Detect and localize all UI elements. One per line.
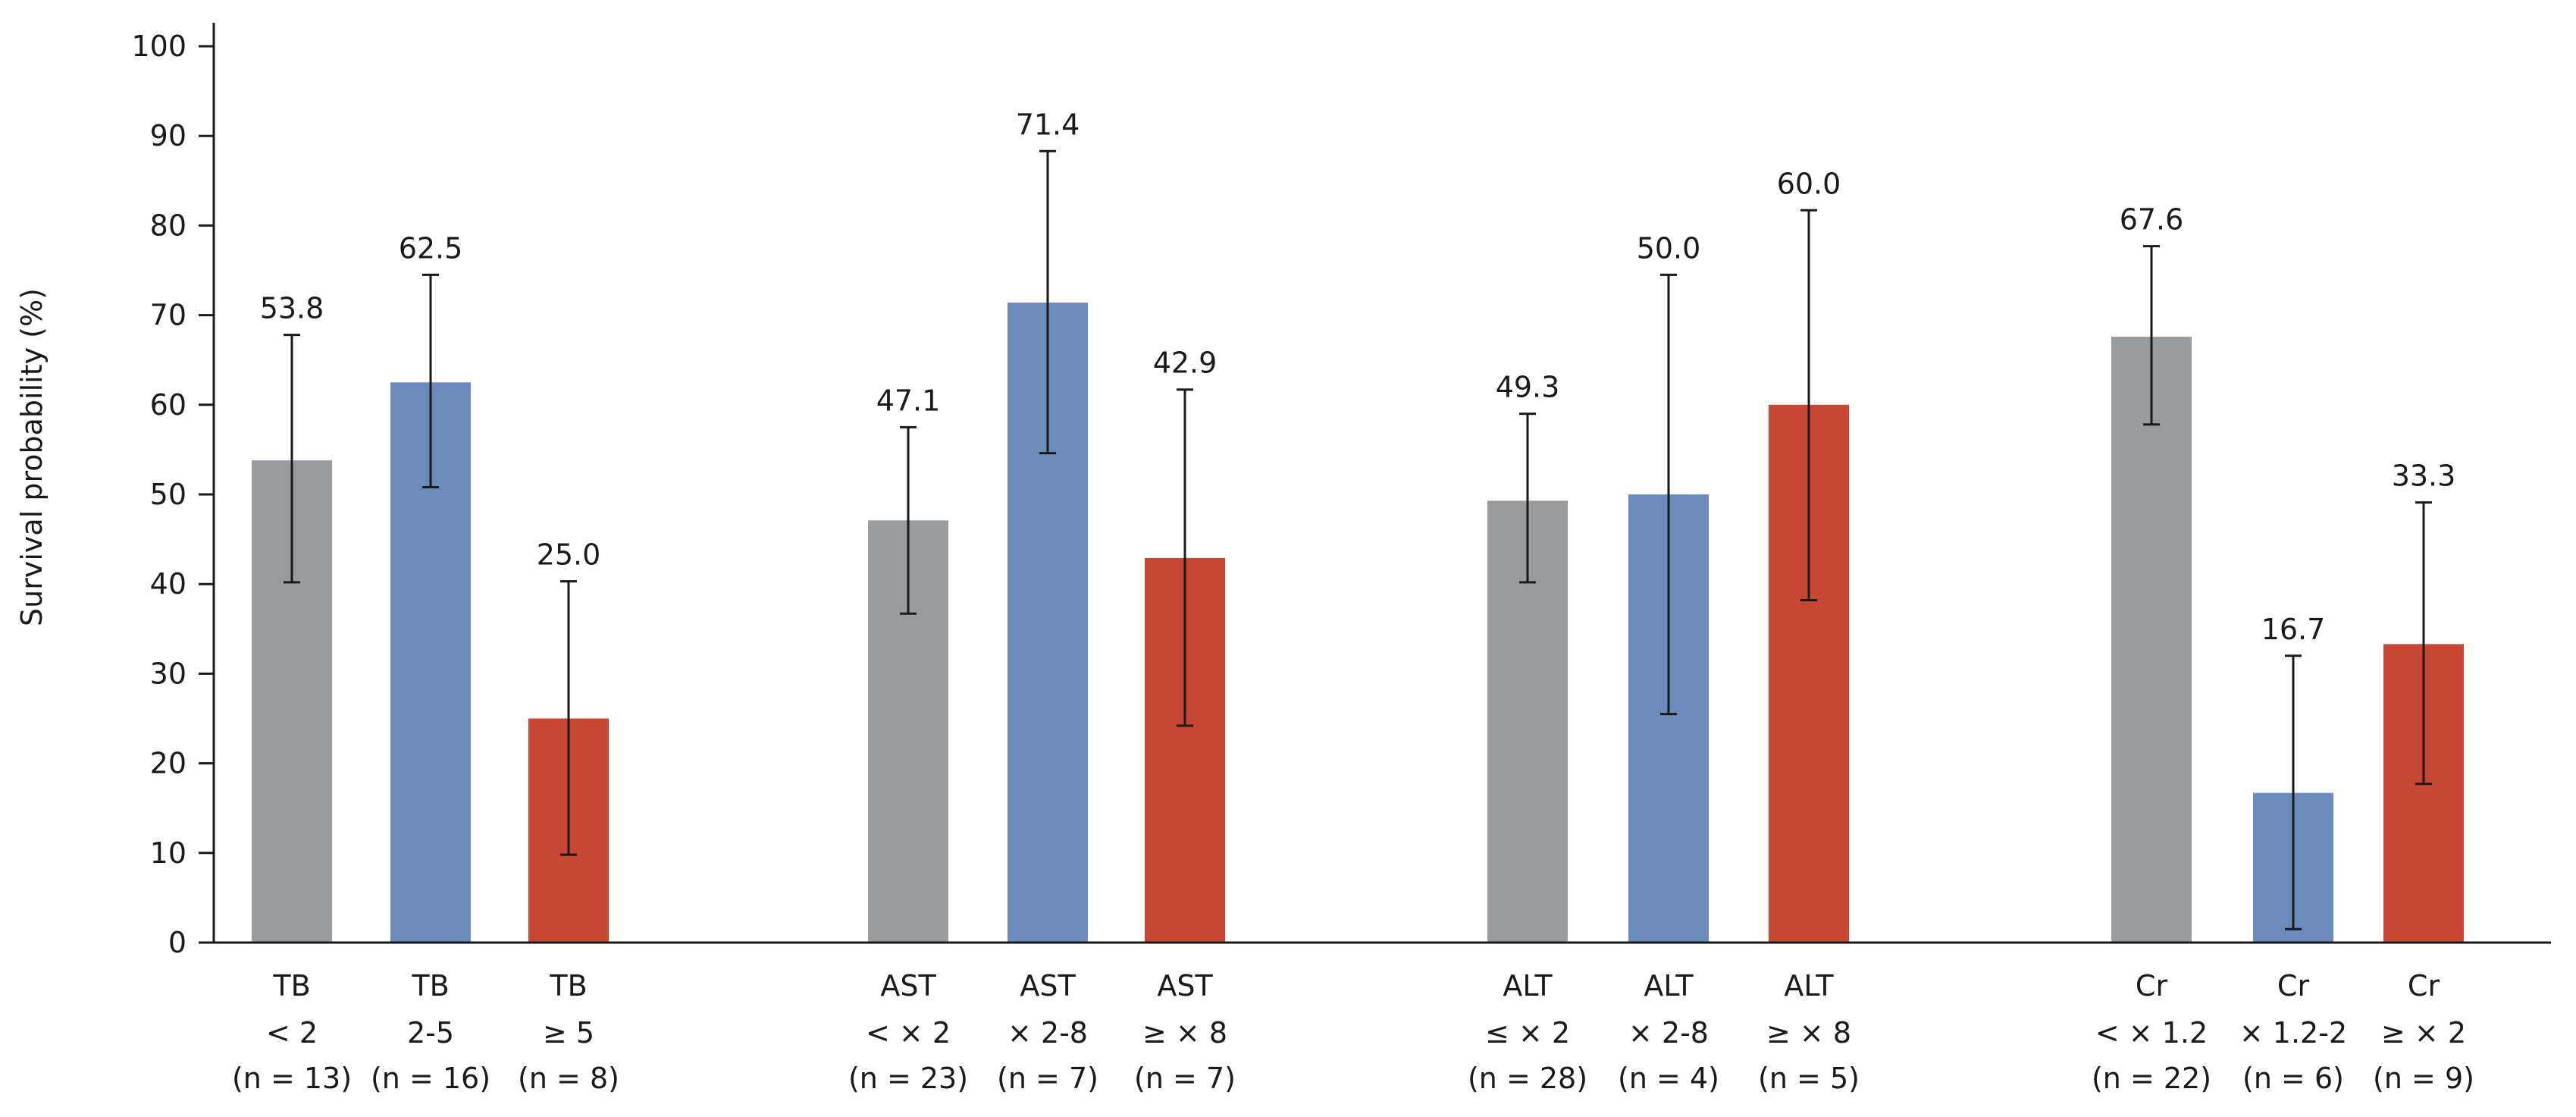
category-label-line: 2-5 [407,1016,454,1050]
category-label-line: AST [1020,969,1076,1002]
category-label-line: × 2-8 [1628,1016,1709,1050]
category-label-line: AST [1157,969,1213,1002]
y-tick-label: 60 [150,388,186,422]
data-label: 47.1 [876,384,941,417]
category-label-line: (n = 8) [518,1062,619,1095]
category-label-line: (n = 23) [848,1062,968,1095]
data-label: 42.9 [1153,347,1217,380]
data-label: 53.8 [260,292,324,325]
category-label-line: TB [411,969,449,1002]
category-label-line: (n = 9) [2373,1062,2474,1095]
data-label: 71.4 [1016,108,1080,141]
category-label-line: ALT [1784,969,1834,1002]
bar-cr-1 [2111,336,2192,943]
data-label: 60.0 [1777,167,1841,200]
y-tick-label: 80 [150,209,186,242]
y-tick-label: 20 [150,747,186,780]
data-label: 62.5 [399,231,463,265]
category-label-line: (n = 7) [1134,1062,1236,1095]
category-label-line: × 2-8 [1008,1016,1088,1050]
category-label-line: (n = 28) [1468,1062,1587,1095]
category-label-line: ≥ × 8 [1766,1016,1851,1050]
data-label: 49.3 [1496,371,1560,404]
category-label-line: (n = 22) [2092,1062,2211,1095]
category-label-line: (n = 16) [371,1062,490,1095]
category-label-line: AST [880,969,936,1002]
category-label-line: ≥ × 8 [1142,1016,1227,1050]
y-tick-label: 0 [168,926,186,959]
category-label-line: Cr [2408,969,2440,1002]
category-label-line: < 2 [266,1016,318,1050]
category-label-line: Cr [2136,969,2168,1002]
y-tick-label: 50 [150,478,186,511]
category-label-line: (n = 6) [2242,1062,2344,1095]
y-axis: 0 10 20 30 40 50 60 70 80 90 100 [131,23,215,959]
y-axis-title: Survival probability (%) [15,288,49,626]
bars [252,303,2464,943]
value-labels: 53.8 62.5 25.0 47.1 71.4 42.9 49.3 50.0 60.0 67.6… [260,108,2456,645]
category-label-line: (n = 13) [232,1062,352,1095]
category-label-line: ≥ × 2 [2381,1016,2466,1050]
y-tick-label: 100 [131,30,186,63]
error-bars [284,149,2432,930]
category-label-line: ≤ × 2 [1485,1016,1570,1050]
data-label: 67.6 [2120,203,2184,237]
data-label: 16.7 [2261,613,2326,646]
data-label: 33.3 [2392,460,2456,493]
y-tick-label: 40 [150,567,186,601]
y-tick-label: 70 [150,299,186,332]
data-label: 25.0 [537,538,601,572]
category-label-line: TB [272,969,310,1002]
category-label-line: Cr [2277,969,2310,1002]
category-label-line: × 1.2-2 [2239,1016,2347,1050]
y-tick-label: 10 [150,836,186,870]
category-labels: TB < 2 (n = 13) TB 2-5 (n = 16) TB ≥ 5 (n = 8) AS… [232,969,2474,1095]
category-label-line: (n = 5) [1758,1062,1860,1095]
y-tick-label: 90 [150,119,186,152]
category-label-line: ≥ 5 [543,1016,594,1050]
category-label-line: TB [549,969,587,1002]
category-label-line: (n = 7) [997,1062,1098,1095]
category-label-line: < × 1.2 [2095,1016,2208,1050]
category-label-line: ALT [1644,969,1694,1002]
category-label-line: (n = 4) [1618,1062,1719,1095]
y-tick-label: 30 [150,657,186,690]
category-label-line: < × 2 [866,1016,951,1050]
category-label-line: ALT [1503,969,1553,1002]
data-label: 50.0 [1637,231,1701,265]
